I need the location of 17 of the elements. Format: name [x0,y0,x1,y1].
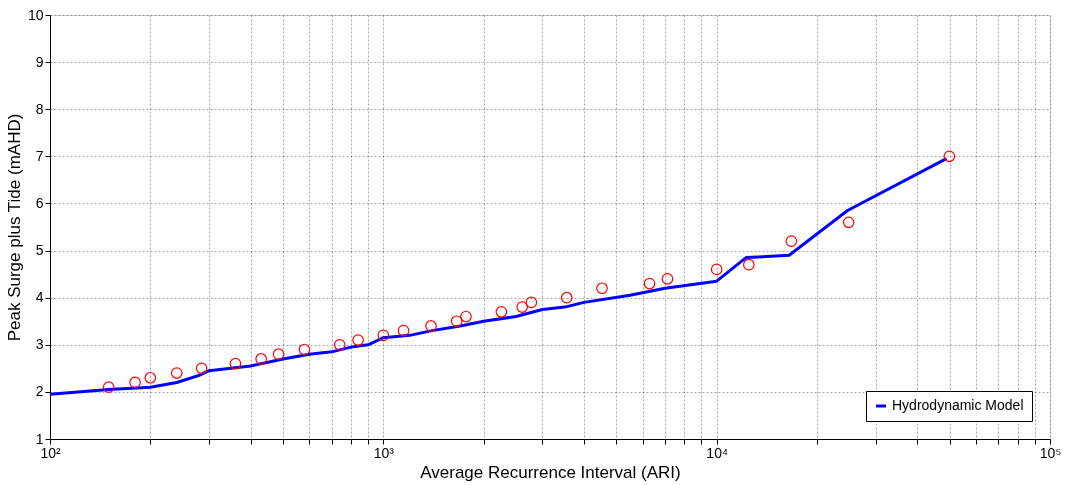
y-tick-label: 10 [27,6,44,23]
x-axis-title: Average Recurrence Interval (ARI) [420,462,681,482]
y-tick-label: 4 [35,289,44,306]
y-tick-label: 1 [35,430,44,447]
y-tick-label: 3 [35,336,44,353]
y-tick-label: 9 [35,53,44,70]
y-tick-label: 5 [35,242,44,259]
y-tick-label: 8 [35,100,44,117]
x-tick-label: 10³ [373,444,395,461]
y-tick-label: 6 [35,194,44,211]
y-axis-title: Peak Surge plus Tide (mAHD) [4,113,24,342]
legend-label: Hydrodynamic Model [892,397,1024,413]
x-tick-label: 10² [40,444,61,461]
x-tick-label: 10⁴ [706,444,728,461]
y-tick-label: 7 [35,147,44,164]
x-tick-label: 10⁵ [1039,444,1062,461]
y-tick-label: 2 [35,383,44,400]
